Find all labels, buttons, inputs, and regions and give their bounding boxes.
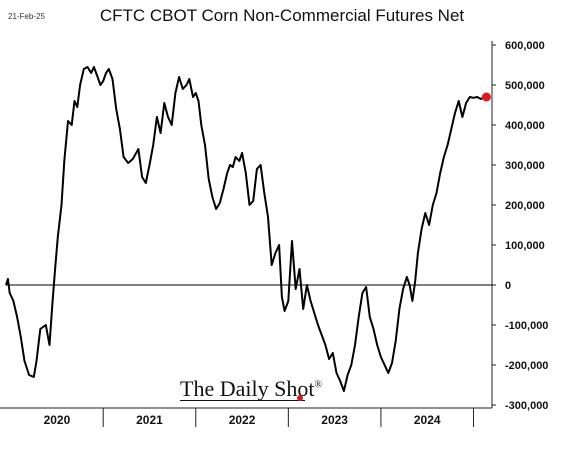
date-stamp: 21-Feb-25 — [8, 12, 45, 21]
x-tick-label: 2021 — [136, 413, 163, 427]
y-tick-label: 0 — [505, 280, 511, 292]
series-layer — [5, 66, 491, 392]
x-tick-label: 2023 — [321, 413, 348, 427]
chart-title: CFTC CBOT Corn Non-Commercial Futures Ne… — [99, 6, 465, 25]
y-tick-label: 200,000 — [505, 200, 545, 212]
brand-name: The Daily Shot — [180, 376, 315, 401]
brand-dot — [297, 395, 303, 401]
y-tick-label: 400,000 — [505, 120, 545, 132]
brand-underline — [180, 400, 305, 401]
x-tick-label: 2022 — [229, 413, 256, 427]
brand-registered-mark: ® — [314, 379, 323, 391]
y-tick-label: 500,000 — [505, 80, 545, 92]
x-tick-label: 2020 — [44, 413, 71, 427]
x-tick-label: 2024 — [414, 413, 441, 427]
y-tick-label: -100,000 — [505, 320, 548, 332]
last-value-marker — [481, 92, 491, 102]
series-line — [5, 66, 487, 392]
y-tick-label: 600,000 — [505, 40, 545, 52]
y-tick-label: 300,000 — [505, 160, 545, 172]
brand-logo: The Daily Shot® — [180, 376, 322, 402]
y-tick-label: -300,000 — [505, 400, 548, 412]
y-tick-label: 100,000 — [505, 240, 545, 252]
axes: 600,000 500,000 400,000 300,000 200,000 100,0… — [0, 40, 548, 427]
y-tick-label: -200,000 — [505, 360, 548, 372]
